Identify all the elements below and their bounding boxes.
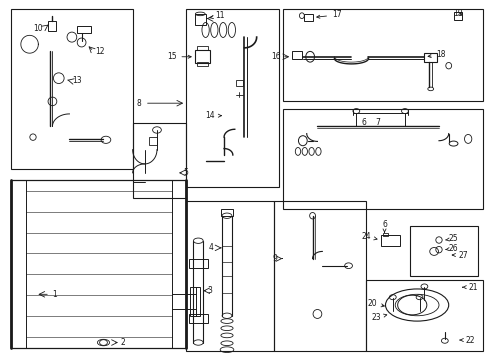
Text: 8: 8 bbox=[136, 99, 141, 108]
Bar bbox=[47, 21, 56, 31]
Text: 24: 24 bbox=[361, 232, 376, 241]
Bar bbox=[197, 46, 207, 50]
Bar bbox=[283, 9, 482, 102]
Text: 21: 21 bbox=[462, 283, 477, 292]
Text: 15: 15 bbox=[166, 52, 191, 61]
Text: 1: 1 bbox=[52, 290, 57, 299]
Text: 26: 26 bbox=[445, 244, 457, 253]
Text: 6: 6 bbox=[381, 220, 386, 232]
Text: 13: 13 bbox=[72, 76, 81, 85]
Bar bbox=[188, 258, 207, 267]
Bar bbox=[380, 235, 399, 246]
Bar bbox=[188, 314, 207, 323]
Text: 4: 4 bbox=[208, 243, 213, 252]
Bar bbox=[453, 12, 461, 20]
Text: 10: 10 bbox=[33, 24, 42, 33]
Bar bbox=[409, 226, 477, 276]
Text: 2: 2 bbox=[120, 338, 125, 347]
Bar bbox=[149, 137, 157, 145]
Bar bbox=[11, 180, 186, 348]
Bar bbox=[424, 53, 436, 62]
Bar bbox=[197, 63, 207, 66]
Text: 25: 25 bbox=[445, 234, 457, 243]
Text: 16: 16 bbox=[271, 52, 281, 61]
Text: 6: 6 bbox=[361, 118, 366, 127]
Bar bbox=[132, 123, 186, 198]
Bar bbox=[273, 202, 366, 351]
Text: 17: 17 bbox=[316, 10, 341, 19]
Bar bbox=[304, 14, 312, 21]
Text: 7: 7 bbox=[375, 118, 380, 127]
Bar bbox=[195, 14, 205, 24]
Text: 9: 9 bbox=[272, 254, 277, 263]
Bar bbox=[283, 109, 482, 208]
Bar bbox=[236, 80, 243, 86]
Text: 11: 11 bbox=[209, 11, 224, 20]
Bar bbox=[291, 51, 301, 59]
Bar bbox=[366, 280, 482, 351]
Bar bbox=[11, 9, 132, 169]
Text: 27: 27 bbox=[451, 251, 467, 260]
Text: 23: 23 bbox=[370, 313, 386, 322]
Bar bbox=[186, 9, 278, 187]
Text: 19: 19 bbox=[453, 9, 462, 18]
Text: 3: 3 bbox=[207, 286, 212, 295]
Text: 14: 14 bbox=[205, 111, 221, 120]
Bar bbox=[221, 208, 232, 216]
Text: 20: 20 bbox=[366, 299, 384, 308]
Text: 22: 22 bbox=[459, 336, 474, 345]
Bar bbox=[186, 202, 273, 351]
Bar bbox=[195, 50, 210, 63]
Text: 18: 18 bbox=[427, 50, 445, 59]
Bar bbox=[190, 287, 200, 316]
Bar bbox=[77, 26, 91, 33]
Bar bbox=[382, 233, 387, 237]
Text: 12: 12 bbox=[95, 47, 104, 56]
Text: 5: 5 bbox=[183, 168, 188, 177]
